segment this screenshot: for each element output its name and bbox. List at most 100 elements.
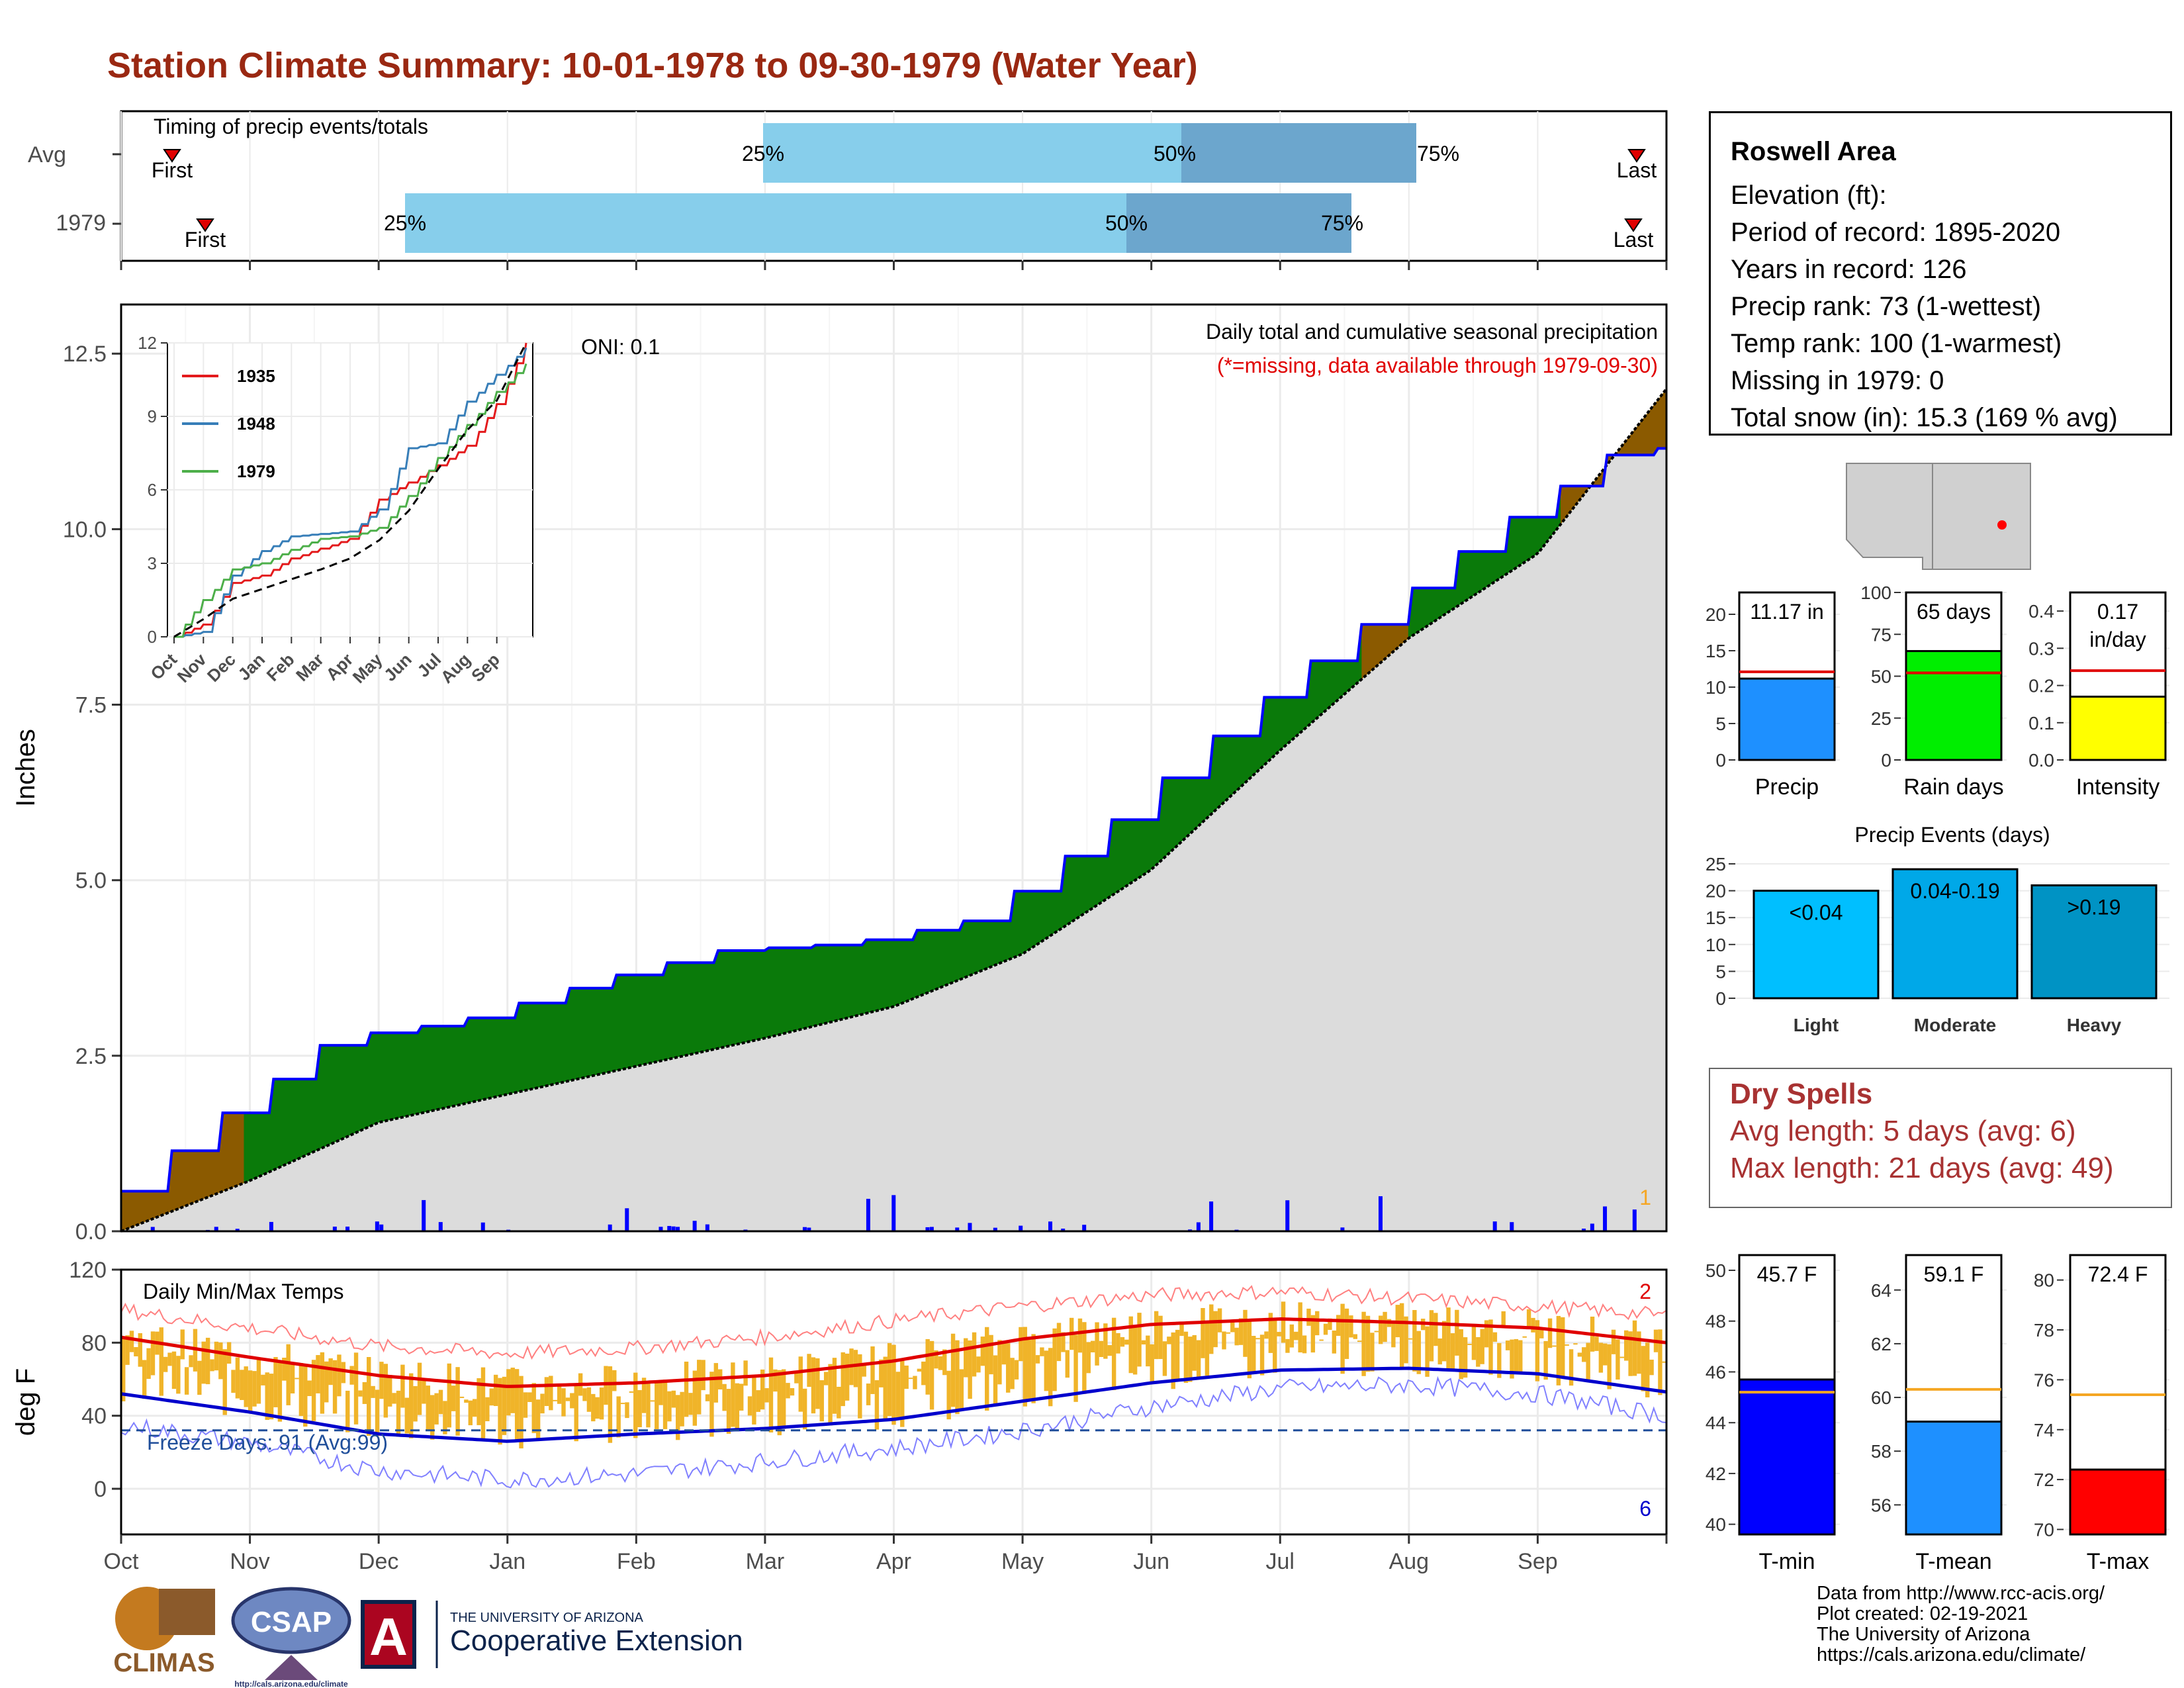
daily-temp-bar <box>332 1360 338 1414</box>
daily-temp-bar <box>1188 1336 1193 1382</box>
tmean-ytick-label: 64 <box>1871 1280 1891 1301</box>
daily-temp-bar <box>768 1357 774 1432</box>
footer-line: Plot created: 02-19-2021 <box>1817 1603 2028 1624</box>
daily-temp-bar <box>1594 1336 1599 1351</box>
daily-temp-bar <box>1565 1344 1569 1346</box>
avg-pct-50: 50% <box>1154 142 1196 165</box>
daily-precip-bar <box>1510 1222 1514 1231</box>
daily-temp-bar <box>565 1397 570 1401</box>
inset-ytick-label: 0 <box>148 627 157 647</box>
daily-temp-bar <box>1658 1329 1662 1395</box>
rain-days-ytick-label: 0 <box>1881 750 1891 771</box>
temp-ytick-label: 80 <box>81 1331 107 1356</box>
climas-logo-shape <box>159 1589 215 1635</box>
intensity-ytick-label: 0.3 <box>2028 638 2054 659</box>
daily-temp-bar <box>1213 1311 1218 1348</box>
daily-temp-bar <box>599 1387 604 1420</box>
daily-temp-bar <box>353 1352 359 1425</box>
dry-spells-title: Dry Spells <box>1730 1078 1873 1110</box>
daily-precip-bar <box>955 1227 960 1231</box>
tmean-label: T-mean <box>1915 1549 1991 1574</box>
daily-temp-bar <box>1158 1315 1163 1360</box>
daily-temp-bar <box>1336 1315 1341 1336</box>
csap-logo-mountain <box>265 1655 318 1680</box>
station-years: Years in record: 126 <box>1731 255 1967 284</box>
timing-row-avg: Avg <box>28 142 66 167</box>
precip-value-label: 11.17 in <box>1750 600 1824 624</box>
daily-temp-bar <box>1522 1336 1527 1338</box>
daily-temp-bar <box>1230 1322 1235 1333</box>
inset-legend-label: 1979 <box>237 461 275 481</box>
daily-temp-bar <box>844 1353 850 1401</box>
daily-temp-bar <box>837 1386 841 1419</box>
rain-days-ytick-label: 50 <box>1871 667 1891 687</box>
daily-temp-bar <box>1357 1340 1362 1342</box>
daily-temp-bar <box>798 1356 803 1412</box>
daily-temp-bar <box>1340 1303 1345 1374</box>
daily-temp-bar <box>942 1349 947 1376</box>
daily-temp-bar <box>248 1370 253 1413</box>
daily-temp-bar <box>612 1370 617 1391</box>
daily-temp-bar <box>646 1382 651 1428</box>
inset-ytick-label: 12 <box>138 333 157 353</box>
daily-temp-bar <box>417 1362 422 1415</box>
daily-temp-bar <box>934 1350 938 1369</box>
station-temp-rank: Temp rank: 100 (1-warmest) <box>1731 329 2062 358</box>
daily-temp-bar <box>252 1371 257 1407</box>
daily-temp-bar <box>853 1350 858 1387</box>
tmin-ytick-label: 44 <box>1706 1413 1726 1433</box>
daily-temp-bar <box>659 1380 663 1405</box>
inset-ytick-label: 9 <box>148 406 157 426</box>
daily-temp-bar <box>1192 1335 1197 1371</box>
tmean-ytick-label: 60 <box>1871 1387 1891 1408</box>
inset-legend-label: 1935 <box>237 366 275 386</box>
avg-pct-25: 25% <box>742 142 784 165</box>
daily-temp-bar <box>455 1367 460 1436</box>
daily-temp-bar <box>150 1331 156 1376</box>
daily-temp-bar <box>1255 1338 1260 1340</box>
intensity-ytick-label: 0.0 <box>2028 750 2054 771</box>
daily-precip-bar <box>1492 1221 1497 1231</box>
footer-line: https://cals.arizona.edu/climate/ <box>1817 1644 2086 1665</box>
station-missing: Missing in 1979: 0 <box>1731 366 1944 395</box>
daily-precip-bar <box>375 1221 379 1231</box>
daily-temp-bar <box>1048 1348 1053 1407</box>
surplus-deficit-area <box>121 389 1666 1231</box>
daily-temp-bar <box>1637 1331 1641 1374</box>
daily-temp-bar <box>1124 1339 1129 1345</box>
daily-temp-bar <box>1209 1304 1214 1354</box>
x-month-label: Apr <box>876 1549 911 1574</box>
rain-days-bar <box>1905 650 2003 761</box>
daily-temp-bar <box>265 1372 269 1421</box>
daily-temp-bar <box>282 1358 287 1381</box>
daily-temp-bar <box>1573 1343 1578 1345</box>
daily-temp-bar <box>968 1340 972 1399</box>
daily-temp-bar <box>1052 1328 1057 1391</box>
daily-temp-bar <box>1607 1344 1612 1389</box>
inset-line-1948 <box>174 347 527 638</box>
daily-temp-bar <box>1518 1340 1523 1372</box>
daily-temp-bar <box>235 1357 240 1399</box>
daily-precip-bar <box>993 1227 997 1231</box>
daily-temp-bar <box>1501 1311 1506 1329</box>
x-month-label: Nov <box>230 1549 269 1574</box>
daily-temp-bar <box>134 1346 138 1357</box>
daily-temp-bar <box>1277 1332 1281 1336</box>
daily-precip-bar <box>1590 1223 1594 1231</box>
precip-ytick-label: 7.5 <box>75 693 107 718</box>
daily-temp-bar <box>337 1354 341 1397</box>
daily-temp-bar <box>430 1395 435 1440</box>
yr-bar-50-75 <box>1126 193 1351 253</box>
daily-temp-bar <box>1569 1349 1574 1386</box>
daily-temp-bar <box>1319 1339 1324 1341</box>
events-ytick-label: 15 <box>1706 908 1726 928</box>
daily-temp-bar <box>129 1331 134 1352</box>
daily-temp-bar <box>480 1367 486 1440</box>
daily-temp-bar <box>662 1380 668 1429</box>
daily-temp-bar <box>1459 1329 1463 1380</box>
daily-temp-bar <box>1010 1358 1015 1389</box>
avg-max-line <box>120 1317 1667 1388</box>
daily-precip-bar <box>379 1224 384 1231</box>
daily-temp-bar <box>586 1387 592 1412</box>
daily-temp-bar <box>1543 1340 1548 1380</box>
